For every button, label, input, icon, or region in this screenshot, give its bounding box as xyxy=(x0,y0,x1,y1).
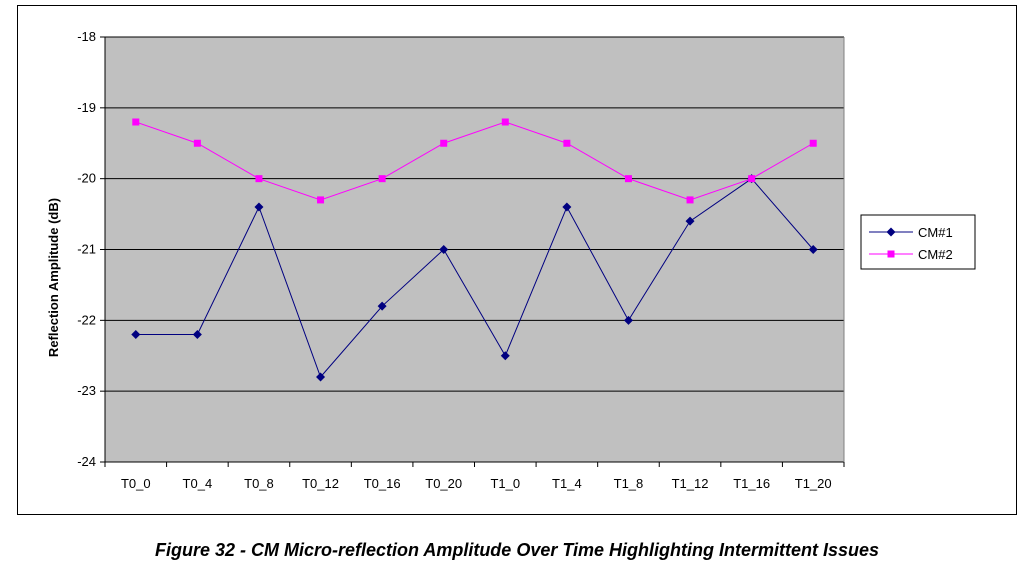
x-tick-label: T1_12 xyxy=(672,476,709,491)
data-point xyxy=(439,245,449,254)
data-point xyxy=(808,245,818,254)
x-tick-label: T1_4 xyxy=(552,476,582,491)
legend-label: CM#2 xyxy=(918,247,953,262)
data-point xyxy=(378,175,386,183)
data-point xyxy=(685,216,695,226)
legend-marker xyxy=(887,250,895,258)
y-tick-label: -20 xyxy=(77,171,96,186)
data-point xyxy=(623,315,633,325)
x-tick-label: T0_4 xyxy=(183,476,213,491)
data-point xyxy=(132,118,140,126)
y-tick-label: -23 xyxy=(77,383,96,398)
chart-svg: -18-19-20-21-22-23-24 T0_0 T0_4 T0_8 T0_12 T… xyxy=(46,29,976,491)
legend-marker xyxy=(886,227,896,237)
data-point xyxy=(316,372,326,382)
axes xyxy=(104,37,845,467)
legend: CM#1 CM#2 xyxy=(860,214,976,270)
x-tick-label: T0_0 xyxy=(121,476,151,491)
x-tick-label: T0_8 xyxy=(244,476,274,491)
data-point xyxy=(500,351,510,361)
x-tick-labels: T0_0 T0_4 T0_8 T0_12 T0_16 T0_20 T1_0 T1_4 T1_8 T… xyxy=(121,476,832,491)
x-tick-label: T1_0 xyxy=(490,476,520,491)
y-tick-label: -22 xyxy=(77,312,96,327)
legend-box xyxy=(860,214,976,270)
x-tick-label: T1_8 xyxy=(614,476,644,491)
x-tick-label: T0_16 xyxy=(364,476,401,491)
x-tick-label: T1_20 xyxy=(795,476,832,491)
y-tick-label: -18 xyxy=(77,29,96,44)
data-point xyxy=(317,196,325,204)
x-tick-label: T0_20 xyxy=(425,476,462,491)
series-line xyxy=(135,121,814,201)
data-point xyxy=(686,196,694,204)
data-point xyxy=(131,330,141,339)
series-line xyxy=(135,178,814,378)
data-point xyxy=(255,175,263,183)
data-point xyxy=(501,118,509,126)
data-point xyxy=(193,139,201,147)
data-point xyxy=(809,139,817,147)
data-point xyxy=(440,139,448,147)
data-point xyxy=(192,330,202,339)
data-point xyxy=(624,175,632,183)
data-point xyxy=(377,301,387,311)
data-point xyxy=(562,202,572,212)
y-tick-label: -24 xyxy=(77,454,96,469)
y-tick-labels: -18 -19 -20 -21 -22 -23 -24 xyxy=(77,29,96,469)
y-tick-label: -19 xyxy=(77,100,96,115)
data-point xyxy=(748,175,756,183)
figure-caption: Figure 32 - CM Micro-reflection Amplitud… xyxy=(154,540,880,560)
x-tick-label: T1_16 xyxy=(733,476,770,491)
y-tick-label: -21 xyxy=(77,242,96,257)
grid-lines xyxy=(100,36,844,463)
y-axis-label: Reflection Amplitude (dB) xyxy=(46,198,61,357)
series-cm2 xyxy=(132,118,817,204)
x-tick-label: T0_12 xyxy=(302,476,339,491)
data-point xyxy=(563,139,571,147)
legend-label: CM#1 xyxy=(918,225,953,240)
chart-frame: -18 -19 -20 -21 -22 -23 -24 T0_0 T0_4 T0_8 T0_12 T… xyxy=(17,5,1017,515)
